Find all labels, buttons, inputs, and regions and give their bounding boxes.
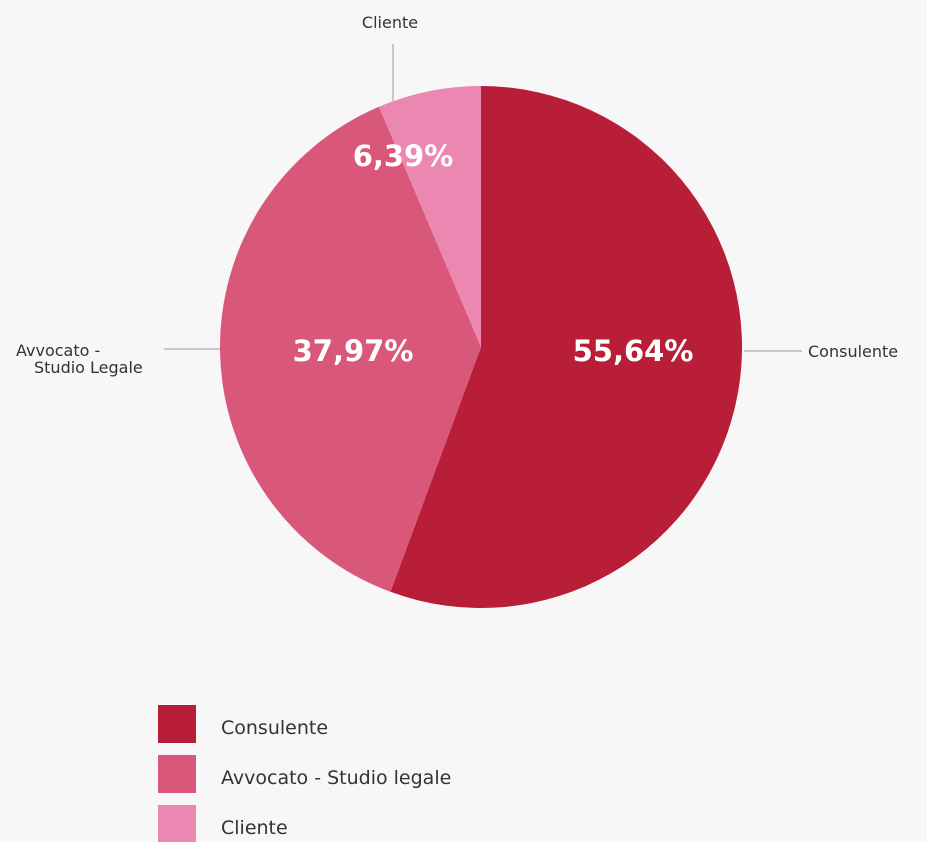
legend-swatch-cliente <box>158 805 196 842</box>
leader-lines <box>164 44 802 352</box>
callout-avvocato-line2: Studio Legale <box>34 358 143 377</box>
legend-label-consulente: Consulente <box>221 717 329 739</box>
legend-swatch-avvocato <box>158 755 196 793</box>
data-label-consulente: 55,64% <box>573 334 694 368</box>
callout-avvocato-line1: Avvocato - <box>16 341 100 360</box>
pie-slice-cliente <box>379 86 481 347</box>
data-label-cliente: 6,39% <box>353 139 454 173</box>
pie-slice-consulente <box>390 86 743 608</box>
data-label-avvocato: 37,97% <box>293 334 414 368</box>
legend-swatch-consulente <box>158 705 196 743</box>
legend-label-cliente: Cliente <box>221 817 288 839</box>
category-callouts: Consulente Avvocato - Studio Legale Clie… <box>16 13 898 377</box>
callout-consulente: Consulente <box>808 342 898 361</box>
callout-cliente: Cliente <box>362 13 418 32</box>
pie-slices <box>220 86 743 608</box>
legend-label-avvocato: Avvocato - Studio legale <box>221 767 452 789</box>
value-labels: 55,64% 37,97% 6,39% <box>293 139 694 368</box>
pie-slice-avvocato <box>220 106 481 592</box>
